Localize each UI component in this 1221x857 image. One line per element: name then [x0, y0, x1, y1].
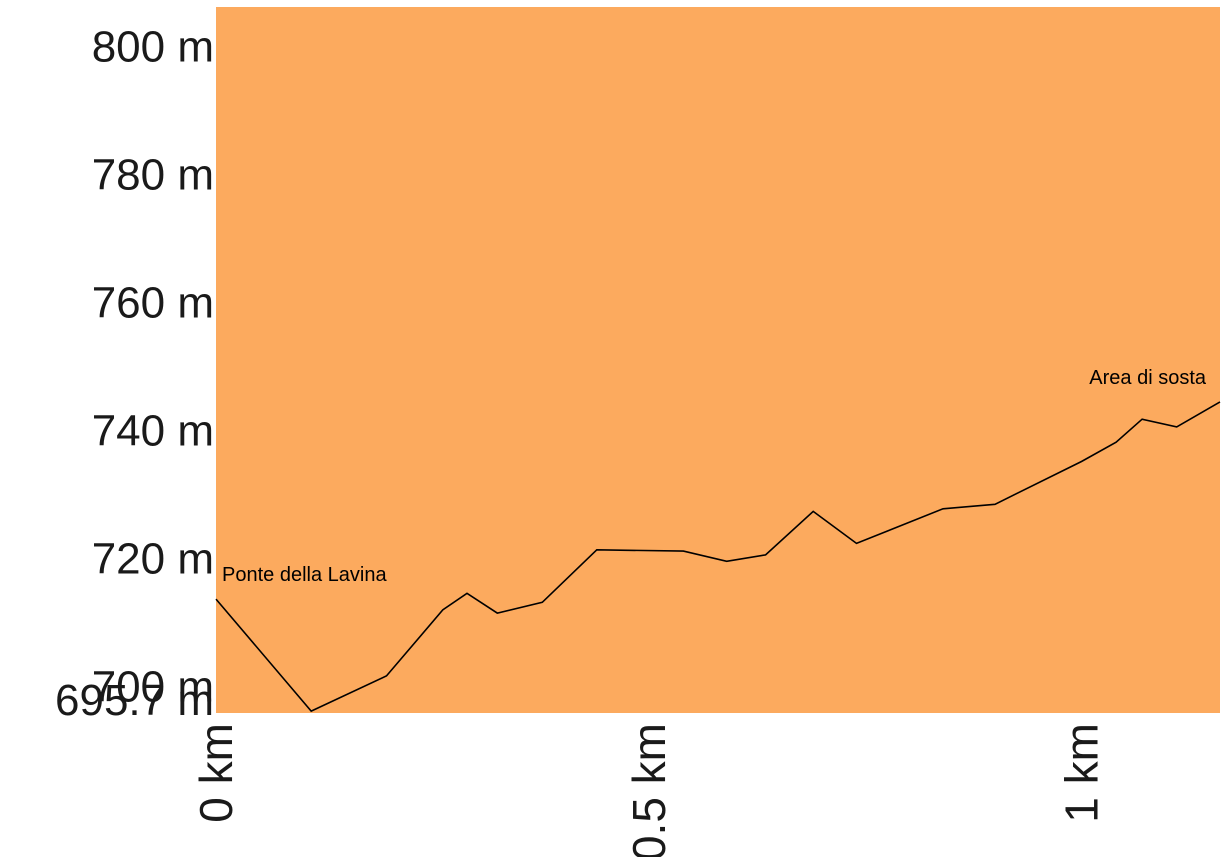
y-tick-label: 760 m — [92, 278, 214, 327]
plot-area — [216, 7, 1220, 713]
y-tick-label: 740 m — [92, 406, 214, 455]
x-tick-label: 1 km — [1056, 723, 1108, 823]
point-annotation: Area di sosta — [1089, 367, 1207, 389]
x-tick-label: 0.5 km — [623, 723, 675, 857]
y-tick-label: 720 m — [92, 534, 214, 583]
point-annotation: Ponte della Lavina — [222, 564, 387, 586]
x-axis: 0 km 0.5 km 1 km — [190, 723, 1108, 857]
y-tick-label: 780 m — [92, 150, 214, 199]
y-tick-label: 700 m — [92, 662, 214, 711]
y-tick-label: 800 m — [92, 22, 214, 71]
x-tick-label: 0 km — [190, 723, 242, 823]
elevation-profile-line — [215, 401, 1221, 713]
y-tick-label: 695.7 m — [55, 676, 214, 725]
annotations: Ponte della Lavina Area di sosta — [222, 367, 1207, 586]
